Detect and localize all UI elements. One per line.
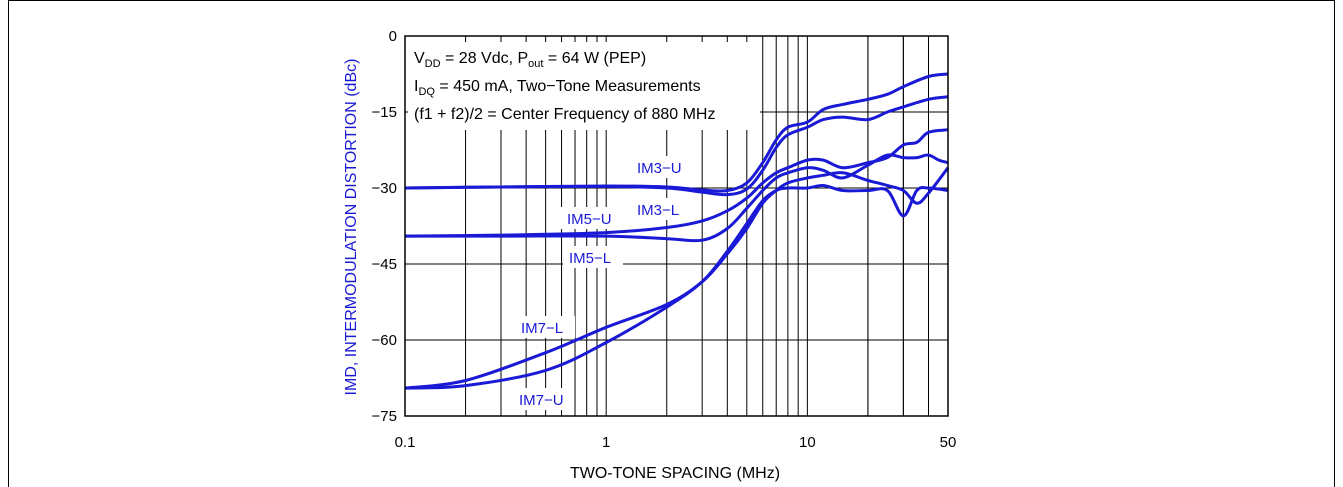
y-tick-label: −45 — [372, 256, 397, 273]
series-line-im7-u — [404, 183, 949, 390]
series-label-im5-l: IM5−L — [569, 250, 611, 267]
series-label-im7-l: IM7−L — [521, 320, 563, 337]
x-axis-label: TWO-TONE SPACING (MHz) — [570, 465, 780, 482]
x-tick-label: 10 — [799, 434, 816, 451]
series-layer — [404, 72, 950, 390]
label-bg-im5-u — [561, 207, 621, 229]
x-tick-label: 0.1 — [395, 434, 416, 451]
x-tick-label: 50 — [940, 434, 957, 451]
x-tick-label: 1 — [602, 434, 610, 451]
series-line-im5-l — [405, 153, 949, 243]
chart-frame — [8, 0, 1335, 487]
label-bg-im3-u — [631, 156, 691, 178]
label-bg-im5-l — [563, 246, 623, 268]
series-label-im5-u: IM5−U — [567, 211, 612, 228]
y-tick-label: 0 — [389, 28, 397, 45]
y-tick-label: −60 — [372, 332, 397, 349]
annotation-bg — [408, 42, 760, 130]
y-tick-label: −30 — [372, 180, 397, 197]
series-label-im3-l: IM3−L — [637, 202, 679, 219]
annotation-line-3: (f1 + f2)/2 = Center Frequency of 880 MH… — [414, 106, 715, 123]
series-line-im3-l — [404, 95, 949, 197]
label-bg-im7-u — [513, 388, 573, 410]
annotation-box: VDD = 28 Vdc, Pout = 64 W (PEP) IDQ = 45… — [408, 42, 760, 130]
series-label-im3-u: IM3−U — [637, 160, 682, 177]
plot-border — [404, 35, 949, 417]
annotation-line-2: IDQ = 450 mA, Two−Tone Measurements — [414, 78, 701, 98]
tick-labels: 0.1 1 10 50 0 −15 −30 −45 −60 −75 — [372, 28, 957, 451]
label-bg-im7-l — [515, 316, 575, 338]
series-label-im7-u: IM7−U — [519, 392, 564, 409]
annotation-line-1: VDD = 28 Vdc, Pout = 64 W (PEP) — [414, 50, 646, 70]
y-tick-label: −75 — [372, 408, 397, 425]
y-tick-label: −15 — [372, 104, 397, 121]
series-line-im5-u — [404, 128, 949, 238]
label-bg-im3-l — [631, 198, 691, 220]
y-axis-label: IMD, INTERMODULATION DISTORTION (dBc) — [343, 59, 360, 396]
